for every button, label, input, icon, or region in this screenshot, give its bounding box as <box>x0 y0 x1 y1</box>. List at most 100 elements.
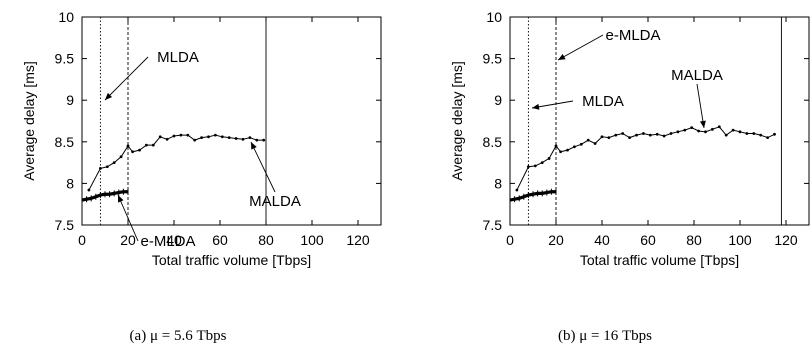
annotation-mlda: MLDA <box>582 93 624 110</box>
series-malda-line <box>516 126 775 191</box>
series-malda-point <box>662 134 666 138</box>
series-malda-point <box>220 135 224 139</box>
series-malda-point <box>241 137 245 141</box>
series-malda-point <box>600 135 604 139</box>
series-malda-point <box>731 128 735 132</box>
series-malda-point <box>586 138 590 142</box>
series-malda-point <box>554 144 558 148</box>
x-tick-label: 100 <box>728 232 752 248</box>
series-malda-point <box>515 188 519 192</box>
series-malda-point <box>704 130 707 134</box>
x-tick-label: 60 <box>212 232 228 248</box>
x-tick-label: 100 <box>300 232 324 248</box>
plot-frame <box>81 16 382 226</box>
series-malda-point <box>138 148 141 152</box>
y-tick-label: 9 <box>494 92 502 108</box>
y-tick-label: 7.5 <box>55 217 75 233</box>
annotation-arrow <box>696 83 705 129</box>
series-malda-point <box>614 133 618 137</box>
series-malda-point <box>621 132 625 135</box>
series-malda-point <box>533 164 537 168</box>
x-tick-label: 20 <box>120 232 136 248</box>
series-malda-point <box>655 132 659 136</box>
series-malda-point <box>99 167 102 170</box>
series-malda-point <box>690 126 694 130</box>
series-malda-point <box>207 135 210 139</box>
series-malda-point <box>131 150 135 154</box>
annotation-arrow <box>250 141 276 193</box>
y-axis-label: Average delay [ms] <box>449 61 465 181</box>
x-tick-label: 40 <box>594 232 610 248</box>
annotation-arrow <box>104 56 149 101</box>
series-malda-point <box>547 157 551 160</box>
series-malda-point <box>669 132 673 135</box>
arrow-head <box>118 195 124 203</box>
series-malda-point <box>628 136 631 140</box>
series-malda-point <box>540 161 544 165</box>
series-malda-point <box>255 138 259 142</box>
series-malda-point <box>676 130 680 134</box>
x-tick-label: 60 <box>640 232 656 248</box>
series-malda-point <box>87 188 91 192</box>
series-malda-point <box>145 143 148 147</box>
series-malda-point <box>119 155 123 159</box>
arrow-head <box>105 92 113 100</box>
series-malda-point <box>683 128 687 132</box>
y-tick-label: 8.5 <box>55 134 75 150</box>
x-tick-label: 0 <box>78 232 86 248</box>
x-tick-label: 80 <box>686 232 702 248</box>
series-malda-point <box>759 133 763 137</box>
series-malda-point <box>186 133 190 137</box>
x-tick-label: 0 <box>506 232 514 248</box>
figure-caption: (a) μ = 5.6 Tbps <box>130 328 227 344</box>
series-malda-point <box>112 161 116 165</box>
annotation-arrow <box>557 34 604 61</box>
figure-caption: (b) μ = 16 Tbps <box>558 328 652 344</box>
x-axis-label: Total traffic volume [Tbps] <box>152 252 311 268</box>
series-malda-point <box>593 142 597 145</box>
series-malda-point <box>214 133 217 137</box>
y-tick-label: 9.5 <box>55 51 75 67</box>
series-malda-point <box>262 138 266 142</box>
annotation-e-mlda: e-MLDA <box>605 27 660 44</box>
series-malda-point <box>579 142 583 146</box>
y-tick-label: 10 <box>58 9 74 25</box>
y-tick-label: 8 <box>66 175 74 191</box>
series-malda-point <box>165 137 169 141</box>
series-malda-point <box>773 132 776 136</box>
series-malda-point <box>227 136 231 140</box>
annotation-malda: MALDA <box>249 193 301 210</box>
x-tick-label: 120 <box>346 232 370 248</box>
y-axis-label: Average delay [ms] <box>21 61 37 181</box>
series-malda-point <box>766 136 769 140</box>
series-malda-point <box>200 136 204 140</box>
series-malda-point <box>158 135 162 139</box>
series-malda-point <box>738 130 742 134</box>
y-tick-label: 10 <box>486 9 502 25</box>
x-tick-label: 20 <box>548 232 564 248</box>
series-malda-point <box>151 143 155 147</box>
series-malda-point <box>752 132 756 135</box>
series-malda-point <box>717 125 721 129</box>
annotation-arrow <box>117 194 139 242</box>
series-malda-point <box>172 134 176 138</box>
series-malda-point <box>527 165 530 169</box>
series-malda-point <box>724 133 728 137</box>
series-malda-point <box>105 165 109 169</box>
annotation-e-mlda: e-MLDA <box>140 233 195 250</box>
series-malda-point <box>745 132 749 135</box>
arrow-head <box>699 120 706 128</box>
y-tick-label: 8.5 <box>483 134 503 150</box>
y-tick-label: 8 <box>494 175 502 191</box>
series-malda-point <box>248 136 252 140</box>
series-malda-point <box>179 133 183 137</box>
arrow-head <box>251 142 257 150</box>
y-tick-label: 9 <box>66 92 74 108</box>
annotation-malda: MALDA <box>671 67 723 84</box>
x-tick-label: 80 <box>258 232 274 248</box>
plot-frame <box>509 16 810 226</box>
series-malda-point <box>648 133 652 137</box>
series-malda-point <box>697 129 700 133</box>
